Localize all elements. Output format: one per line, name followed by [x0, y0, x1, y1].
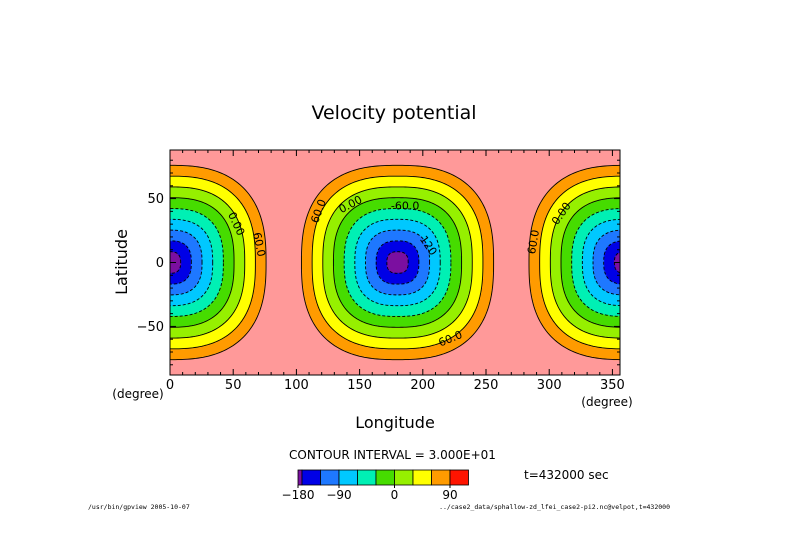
contour-label: 60.0 [250, 231, 268, 258]
contour-line [170, 186, 246, 339]
colorbar-tick-label: 0 [391, 488, 399, 502]
x-tick-label: 200 [410, 378, 435, 393]
colorbar-swatch [394, 469, 414, 486]
colorbar-swatch [431, 469, 451, 486]
contour-line [528, 164, 620, 361]
contour-line [170, 197, 235, 328]
contour-line [375, 240, 420, 285]
contour-line [386, 251, 409, 274]
contour-line [301, 164, 495, 361]
contour-line [170, 251, 182, 274]
contour-line [170, 164, 267, 361]
contour-field [170, 150, 620, 375]
x-tick-label: 150 [347, 378, 372, 393]
footer-left: /usr/bin/gpview 2005-10-07 [88, 503, 190, 511]
x-tick-label: 50 [225, 378, 242, 393]
y-tick-label: −50 [137, 320, 164, 335]
contour-line [322, 186, 473, 339]
chart-title: Velocity potential [311, 102, 476, 124]
contour-line [170, 218, 214, 307]
colorbar-tick-label: −180 [282, 488, 315, 502]
colorbar: −180 −90 0 90 [282, 469, 469, 502]
contour-line [170, 240, 192, 285]
x-tick-label: 100 [284, 378, 309, 393]
y-tick-label: 50 [147, 192, 164, 207]
contour-line [549, 186, 620, 339]
contour-line [170, 229, 203, 296]
x-tick-label: 250 [474, 378, 499, 393]
x-axis: 0 50 100 150 200 250 300 350 [166, 150, 625, 393]
contour-line [603, 240, 620, 285]
x-axis-label: Longitude [355, 413, 435, 432]
colorbar-swatch [412, 469, 432, 486]
contour-line [560, 197, 620, 328]
footer-right: ../case2_data/sphallow-zd_lfei_case2-pi2… [439, 503, 670, 511]
x-tick-label: 0 [166, 378, 174, 393]
colorbar-swatch [338, 469, 358, 486]
colorbar-swatch [357, 469, 377, 486]
y-axis: −50 0 50 [137, 159, 620, 366]
contour-line [170, 175, 256, 350]
contour-line [311, 175, 484, 350]
y-axis-label: Latitude [112, 229, 131, 295]
contour-line [365, 229, 430, 296]
colorbar-swatch [375, 469, 395, 486]
time-stamp: t=432000 sec [524, 468, 609, 482]
y-tick-label: 0 [156, 256, 164, 271]
colorbar-swatch [301, 469, 321, 486]
contour-line [592, 229, 620, 296]
contour-line [333, 197, 463, 328]
x-tick-label: 350 [600, 378, 625, 393]
contour-line [571, 208, 620, 317]
x-axis-unit: (degree) [581, 395, 632, 409]
colorbar-swatch [320, 469, 340, 486]
contour-label: 60.0 [525, 229, 542, 255]
contour-line [343, 208, 452, 317]
contour-line [354, 218, 441, 307]
colorbar-swatch [449, 469, 469, 486]
colorbar-tick-label: 90 [442, 488, 457, 502]
colorbar-tick-label: −90 [326, 488, 351, 502]
contour-line [581, 218, 620, 307]
contour-lines [170, 164, 620, 361]
contour-line [539, 175, 620, 350]
x-tick-label: 300 [537, 378, 562, 393]
contour-interval-text: CONTOUR INTERVAL = 3.000E+01 [289, 448, 496, 462]
y-axis-unit: (degree) [112, 387, 163, 401]
contour-label: -60.0 [391, 199, 419, 212]
colorbar-swatch [297, 469, 303, 486]
